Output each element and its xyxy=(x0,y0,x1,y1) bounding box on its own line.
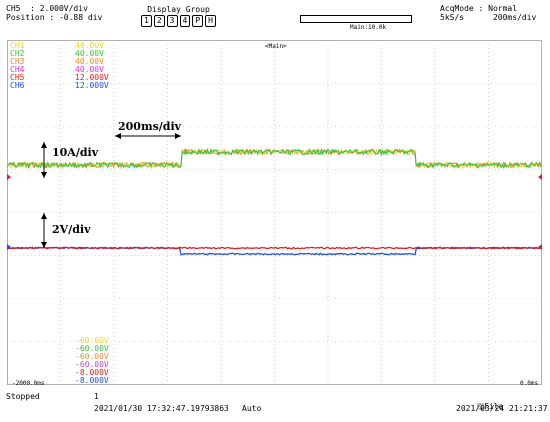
voltage-div-annotation: 2V/div xyxy=(52,223,91,236)
display-group-button-4[interactable]: 4 xyxy=(179,15,191,27)
zoom-position-bar[interactable] xyxy=(300,15,412,23)
ground-marker-current-right xyxy=(538,174,542,180)
position-readout: Position : -0.88 div xyxy=(6,13,103,22)
trace-ch5 xyxy=(7,246,542,250)
legend-bottom-ch6: -8.000V xyxy=(75,376,109,385)
display-group-button-3[interactable]: 3 xyxy=(166,15,178,27)
file-label: File xyxy=(484,402,504,411)
acquisition-count: 1 xyxy=(94,392,99,401)
display-group-title: Display Group xyxy=(147,5,210,14)
zoom-label: Main:10.0k xyxy=(350,24,387,31)
legend-bottom-ch2: -60.00V xyxy=(75,344,109,353)
graticule xyxy=(7,40,542,385)
display-group-buttons: 1 2 3 4 P H xyxy=(141,15,216,27)
waveform-display[interactable] xyxy=(7,40,542,385)
legend-row-ch3: CH3 40.00V xyxy=(10,57,104,66)
legend-row-ch6: CH6 12.000V xyxy=(10,81,109,90)
sample-rate-readout: 5kS/s 200ms/div xyxy=(440,13,537,22)
trace-ch2 xyxy=(7,147,542,169)
system-clock: 2021/03/24 21:21:37 xyxy=(456,404,548,413)
acquisition-settings: AcqMode : Normal 5kS/s 200ms/div xyxy=(440,4,536,22)
current-div-arrow xyxy=(41,142,47,178)
acq-mode-readout: AcqMode : Normal xyxy=(440,4,518,13)
legend-row-ch2: CH2 40.00V xyxy=(10,49,104,58)
run-state: Stopped xyxy=(6,392,40,401)
channel-legend-bottom: -60.00V -60.00V -60.00V -60.00V -8.000V … xyxy=(75,337,109,385)
channel-scale-readout: CH5 : 2.000V/div xyxy=(6,4,88,13)
display-group: Display Group 1 2 3 4 P H xyxy=(141,5,216,27)
voltage-div-arrow xyxy=(41,213,47,248)
legend-bottom-ch4: -60.00V xyxy=(75,360,109,369)
ground-marker-voltage xyxy=(7,244,11,250)
channel-settings: CH5 : 2.000V/div Position : -0.88 div xyxy=(6,4,102,22)
current-div-annotation: 10A/div xyxy=(52,146,99,159)
waveform-canvas[interactable] xyxy=(7,40,542,385)
legend-bottom-ch3: -60.00V xyxy=(75,352,109,361)
time-right-label: 0.0ms xyxy=(520,380,539,387)
status-bar: Stopped 1 2021/01/30 17:32:47.19793863 A… xyxy=(0,388,550,420)
trigger-timestamp: 2021/01/30 17:32:47.19793863 xyxy=(94,404,229,413)
legend-row-ch4: CH4 40.00V xyxy=(10,65,104,74)
trigger-mode: Auto xyxy=(242,404,262,413)
top-info-bar: CH5 : 2.000V/div Position : -0.88 div Di… xyxy=(0,0,550,40)
annotation-markers xyxy=(41,133,181,248)
display-group-button-1[interactable]: 1 xyxy=(141,15,152,27)
display-group-button-h[interactable]: H xyxy=(205,15,216,27)
legend-bottom-ch5: -8.000V xyxy=(75,368,109,377)
main-window-label: <Main> xyxy=(265,43,287,50)
display-group-button-2[interactable]: 2 xyxy=(153,15,165,27)
file-icon: 🖫 xyxy=(477,402,485,411)
legend-bottom-ch1: -60.00V xyxy=(75,336,109,345)
ground-marker-current xyxy=(7,174,11,180)
time-div-arrow xyxy=(115,133,181,139)
display-group-button-p[interactable]: P xyxy=(192,15,204,27)
file-save[interactable]: 🖫File xyxy=(458,392,503,422)
trace-ch1 xyxy=(7,147,541,170)
channel-legend-top: CH1 40.00V CH2 40.00V CH3 40.00V CH4 40.00V … xyxy=(10,42,109,90)
ground-marker-voltage-right xyxy=(538,244,542,250)
time-left-label: -2000.0ms xyxy=(12,380,45,387)
time-div-annotation: 200ms/div xyxy=(118,120,182,133)
legend-row-ch1: CH1 40.00V xyxy=(10,41,104,50)
legend-row-ch5: CH5 12.000V xyxy=(10,73,109,82)
waveform-traces xyxy=(7,147,542,256)
